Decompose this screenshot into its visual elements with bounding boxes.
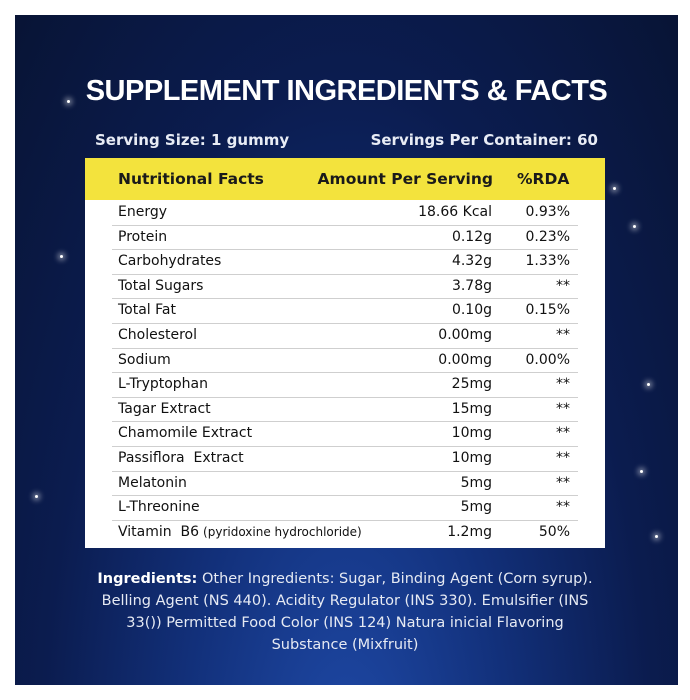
nutrient-name: Cholesterol: [118, 327, 197, 343]
amount: 25mg: [451, 376, 492, 393]
nutrient-name: Total Fat: [118, 302, 176, 318]
table-row: Melatonin 5mg **: [112, 471, 578, 497]
ingredients-text: Other Ingredients: Sugar, Binding Agent …: [101, 571, 593, 653]
amount: 15mg: [451, 400, 492, 417]
table-row: L-Threonine 5mg **: [112, 495, 578, 521]
nutrient-name: L-Tryptophan: [118, 376, 208, 392]
rda: **: [556, 450, 570, 466]
nutrient-name-text: Cholesterol: [118, 327, 198, 343]
nutrient-name: Chamomile Extract: [118, 425, 252, 441]
column-header: %RDA: [517, 170, 570, 188]
rda: **: [556, 499, 570, 516]
nutrient-name-text: Chamomile Extract: [118, 425, 253, 442]
nutrient-name: Melatonin: [118, 475, 187, 491]
table-row: Sodium 0.00mg 0.00%: [112, 348, 578, 374]
table-row: Protein 0.12g 0.23%: [112, 225, 578, 251]
star: [35, 495, 38, 498]
nutrient-name-text: Energy: [118, 204, 168, 220]
nutrient-name-text: Protein: [118, 228, 168, 245]
panel: SUPPLEMENT INGREDIENTS & FACTS Serving S…: [15, 15, 678, 685]
amount: 10mg: [451, 450, 492, 466]
rda: 1.33%: [525, 253, 570, 270]
column-header: Amount Per Serving: [317, 170, 493, 188]
nutrient-name-text: L-Threonine: [118, 499, 200, 516]
star: [67, 100, 70, 103]
amount: 0.00mg: [438, 351, 492, 368]
star: [640, 470, 643, 473]
column-header: Nutritional Facts: [118, 170, 264, 188]
nutrient-name: Carbohydrates: [118, 253, 221, 269]
table-header: Nutritional Facts Amount Per Serving %RD…: [85, 158, 605, 200]
nutrient-name: Protein: [118, 229, 167, 245]
table-row: Carbohydrates 4.32g 1.33%: [112, 249, 578, 275]
table-row: Tagar Extract 15mg **: [112, 397, 578, 423]
amount: 0.12g: [451, 228, 492, 245]
table-row: Energy 18.66 Kcal 0.93%: [112, 200, 578, 226]
amount: 1.2mg: [447, 523, 492, 540]
nutrient-name: Vitamin B6 (pyridoxine hydrochloride): [118, 524, 362, 540]
rda: **: [556, 277, 570, 294]
table-row: Vitamin B6 (pyridoxine hydrochloride) 1.2m…: [112, 520, 578, 545]
rda: 0.23%: [525, 228, 570, 245]
facts-table: Nutritional Facts Amount Per Serving %RD…: [85, 158, 605, 548]
nutrient-name-text: Sodium: [118, 351, 171, 368]
rda: 0.15%: [525, 302, 570, 319]
amount: 4.32g: [451, 253, 492, 270]
star: [647, 383, 650, 386]
amount: 18.66 Kcal: [418, 204, 492, 220]
rda: **: [556, 425, 570, 442]
amount: 3.78g: [451, 277, 492, 294]
nutrient-name-text: Passiflora Extract: [118, 450, 244, 466]
ingredients: Ingredients: Other Ingredients: Sugar, B…: [95, 568, 595, 656]
star: [60, 255, 63, 258]
nutrient-name-text: Tagar Extract: [118, 400, 211, 417]
amount: 0.00mg: [438, 327, 492, 343]
table-row: Total Fat 0.10g 0.15%: [112, 298, 578, 324]
rda: **: [556, 376, 570, 393]
amount: 5mg: [460, 474, 492, 491]
nutrient-name-text: L-Tryptophan: [118, 376, 209, 393]
star: [613, 187, 616, 190]
amount: 5mg: [460, 499, 492, 516]
nutrient-name-text: Carbohydrates: [118, 253, 222, 270]
amount: 0.10g: [451, 302, 492, 319]
nutrient-name: Tagar Extract: [118, 401, 211, 417]
rda: **: [556, 400, 570, 417]
nutrient-name-text: Vitamin B6: [118, 523, 200, 540]
table-row: Cholesterol 0.00mg **: [112, 323, 578, 349]
table-row: Passiflora Extract 10mg **: [112, 446, 578, 472]
nutrient-name-text: Melatonin: [118, 474, 187, 491]
nutrient-name: Energy: [118, 204, 167, 220]
star: [633, 225, 636, 228]
nutrient-name: Sodium: [118, 352, 171, 368]
amount: 10mg: [451, 425, 492, 442]
table-row: Chamomile Extract 10mg **: [112, 421, 578, 447]
ingredients-label: Ingredients:: [97, 571, 198, 587]
nutrient-name: Total Sugars: [118, 278, 203, 294]
rda: **: [556, 474, 570, 491]
table-row: Total Sugars 3.78g **: [112, 274, 578, 300]
table-row: L-Tryptophan 25mg **: [112, 372, 578, 398]
title: SUPPLEMENT INGREDIENTS & FACTS: [85, 75, 608, 107]
nutrient-name: L-Threonine: [118, 499, 200, 515]
rda: 0.00%: [525, 351, 570, 368]
nutrient-name-text: Total Sugars: [118, 277, 204, 294]
nutrient-name: Passiflora Extract: [118, 450, 244, 466]
star: [655, 535, 658, 538]
servings-per-container: Servings Per Container: 60: [370, 131, 598, 149]
rda: 0.93%: [525, 204, 570, 220]
rda: 50%: [538, 523, 570, 540]
rda: **: [556, 327, 570, 343]
serving-size: Serving Size: 1 gummy: [95, 131, 290, 149]
nutrient-name-text: Total Fat: [118, 302, 176, 319]
nutrient-note: (pyridoxine hydrochloride): [203, 524, 362, 539]
